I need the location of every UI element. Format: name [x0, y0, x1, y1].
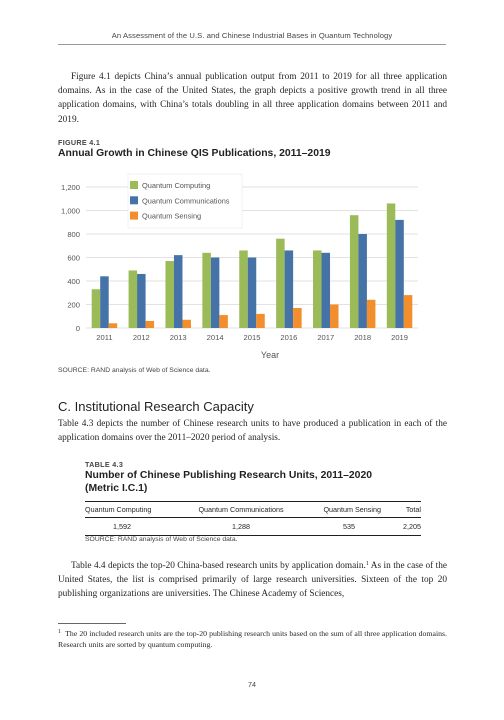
paragraph-top20-text-b: As in the case of the United States, the…	[58, 561, 447, 600]
legend-swatch	[130, 211, 138, 220]
table-header-cell: Quantum Computing	[85, 501, 181, 518]
table-label: TABLE 4.3	[85, 460, 124, 469]
y-tick-label: 800	[67, 230, 80, 239]
y-tick-label: 600	[67, 254, 80, 263]
figure-source: SOURCE: RAND analysis of Web of Science …	[58, 367, 211, 374]
legend-box	[127, 173, 243, 229]
legend-swatch	[130, 196, 138, 205]
chart-legend: Quantum Computing Quantum Communications Q…	[127, 173, 243, 229]
footnote-text: The 20 included research units are the t…	[58, 629, 448, 649]
page-number: 74	[248, 680, 256, 689]
x-tick-label: 2016	[280, 333, 297, 342]
x-tick-label: 2019	[391, 333, 408, 342]
table-cell: 535	[301, 517, 381, 536]
chart-bars	[91, 203, 413, 328]
bar-quantum-communications-2012	[137, 273, 146, 328]
table-header-cell: Quantum Communications	[181, 501, 301, 518]
bar-quantum-computing-2019	[386, 203, 396, 328]
x-tick-label: 2018	[354, 333, 371, 342]
bar-quantum-communications-2016	[284, 250, 294, 328]
bar-chart: 0 200 400 600 800 1,000 1,200 2011 2012 2013 2014…	[61, 173, 418, 360]
x-axis-ticks: 2011 2012 2013 2014 2015 2016 2017 2018 2019	[96, 333, 408, 342]
table-source: SOURCE: RAND analysis of Web of Science …	[85, 536, 238, 543]
paragraph-table-intro-text: Table 4.3 depicts the number of Chinese …	[58, 419, 447, 444]
paragraph-figure-intro: Figure 4.1 depicts China’s annual public…	[58, 70, 447, 127]
table-title-line2: (Metric I.C.1)	[85, 482, 148, 494]
x-tick-label: 2011	[96, 333, 112, 342]
footnote-number: 1	[58, 629, 61, 635]
bar-quantum-computing-2017	[313, 250, 322, 328]
bar-quantum-sensing-2013	[182, 319, 191, 328]
bar-quantum-sensing-2019	[403, 295, 413, 328]
section-heading: C. Institutional Research Capacity	[58, 399, 254, 414]
figure-title: Annual Growth in Chinese QIS Publication…	[58, 148, 331, 159]
y-tick-label: 200	[67, 301, 80, 310]
x-tick-label: 2014	[207, 333, 224, 342]
running-header: An Assessment of the U.S. and Chinese In…	[111, 31, 393, 40]
legend-label: Quantum Computing	[142, 181, 210, 190]
header-rule	[58, 44, 446, 45]
paragraph-top20: Table 4.4 depicts the top-20 China-based…	[58, 559, 447, 602]
table-header-row: Quantum Computing Quantum Communications…	[85, 501, 421, 518]
x-axis-label: Year	[261, 350, 279, 360]
table-title-line1: Number of Chinese Publishing Research Un…	[85, 470, 373, 481]
bar-quantum-computing-2015	[239, 250, 248, 328]
bar-quantum-sensing-2011	[108, 323, 118, 328]
paragraph-table-intro: Table 4.3 depicts the number of Chinese …	[58, 417, 447, 445]
bar-quantum-sensing-2015	[256, 313, 265, 328]
table-cell: 1,592	[85, 517, 181, 536]
x-tick-label: 2015	[244, 333, 261, 342]
bar-quantum-communications-2013	[173, 255, 183, 328]
x-tick-label: 2017	[317, 333, 334, 342]
y-tick-label: 1,000	[61, 207, 80, 216]
y-tick-label: 400	[67, 277, 80, 286]
paragraph-figure-intro-text: Figure 4.1 depicts China’s annual public…	[58, 72, 447, 125]
bar-quantum-communications-2011	[100, 276, 109, 328]
footnote: 1 The 20 included research units are the…	[58, 628, 447, 650]
bar-quantum-sensing-2016	[293, 308, 302, 328]
legend-swatch	[130, 181, 138, 189]
y-tick-label: 0	[76, 324, 80, 333]
y-axis-ticks: 0 200 400 600 800 1,000 1,200	[61, 183, 80, 333]
bar-quantum-computing-2013	[165, 261, 174, 328]
x-tick-label: 2013	[170, 333, 187, 342]
table-row: 1,592 1,288 535 2,205	[85, 517, 421, 536]
legend-label: Quantum Sensing	[142, 212, 201, 221]
bar-quantum-communications-2015	[247, 257, 257, 328]
data-table: Quantum Computing Quantum Communications…	[85, 501, 421, 536]
footnote-rule	[58, 623, 126, 624]
bar-quantum-sensing-2014	[219, 315, 228, 328]
bar-quantum-communications-2014	[210, 257, 220, 328]
x-tick-label: 2012	[133, 333, 150, 342]
footnote-reference: 1	[365, 561, 369, 567]
table-header-cell: Total	[381, 501, 421, 518]
bar-quantum-computing-2012	[128, 270, 138, 328]
bar-quantum-sensing-2012	[145, 320, 155, 328]
legend-label: Quantum Communications	[142, 196, 230, 205]
bar-quantum-communications-2019	[395, 219, 404, 328]
table-header-cell: Quantum Sensing	[301, 501, 381, 518]
table-title: Number of Chinese Publishing Research Un…	[85, 470, 425, 495]
bar-quantum-computing-2018	[349, 215, 359, 328]
bar-quantum-communications-2017	[321, 252, 331, 328]
table-cell: 1,288	[181, 517, 301, 536]
bar-quantum-sensing-2017	[330, 304, 339, 328]
bar-quantum-communications-2018	[358, 234, 367, 328]
paragraph-top20-text-a: Table 4.4 depicts the top-20 China-based…	[71, 561, 366, 571]
table-cell: 2,205	[381, 517, 421, 536]
figure-label: FIGURE 4.1	[58, 138, 101, 147]
bar-quantum-computing-2011	[91, 289, 101, 328]
bar-quantum-computing-2016	[276, 238, 285, 328]
bar-quantum-sensing-2018	[366, 299, 376, 328]
y-tick-label: 1,200	[61, 183, 80, 192]
bar-quantum-computing-2014	[202, 252, 211, 328]
